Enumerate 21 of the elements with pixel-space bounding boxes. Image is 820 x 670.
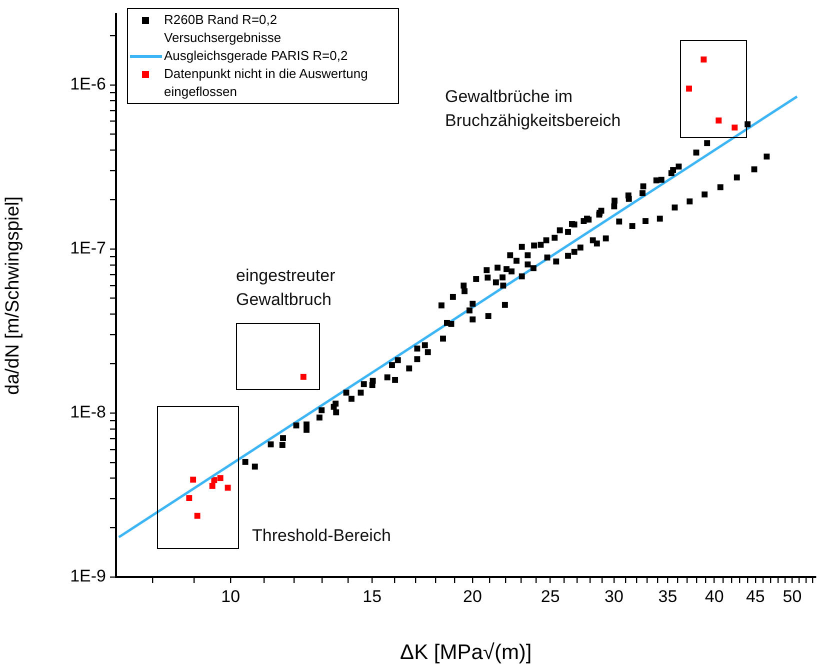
x-tick-label: 35 [658,586,678,606]
annotation: Gewaltbrüche im Bruchzähigkeitsbereich [445,86,622,132]
x-tick-label: 25 [540,586,560,606]
y-axis-title: da/dN [m/Schwingspiel] [2,196,24,395]
x-tick-label: 30 [604,586,624,606]
legend-label: R260B Rand R=0,2 Versuchsergebnisse [164,11,282,47]
y-tick-label: 1E-6 [70,74,106,94]
y-tick-label: 1E-7 [70,238,106,258]
x-tick-label: 40 [704,586,724,606]
annotation: eingestreuter Gewaltbruch [236,265,336,311]
y-tick-label: 1E-8 [70,402,106,422]
x-tick-label: 10 [221,586,240,606]
x-tick-label: 45 [746,586,765,606]
x-tick-label: 20 [463,586,482,606]
x-axis-title: ΔK [MPa√(m)] [400,641,532,664]
y-tick-label: 1E-9 [70,566,106,586]
legend-label: Ausgleichsgerade PARIS R=0,2 [164,47,348,65]
x-tick-label: 15 [362,586,382,606]
annotation: Threshold-Bereich [252,525,392,547]
legend-label: Datenpunkt nicht in die Auswertung eingeflossen [164,65,369,101]
x-tick-label: 50 [782,586,802,606]
